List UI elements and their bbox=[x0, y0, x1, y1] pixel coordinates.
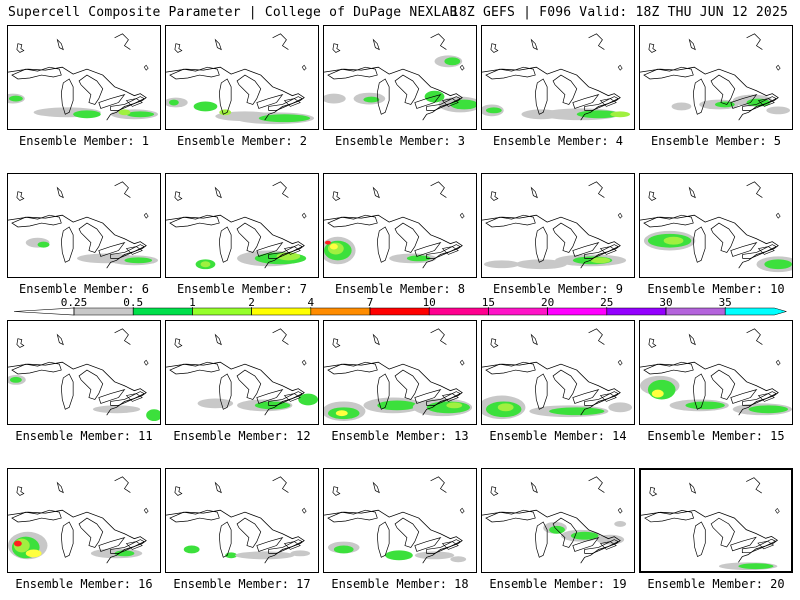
colorbar-segment-6 bbox=[369, 307, 430, 316]
ensemble-member-map-3[interactable] bbox=[323, 25, 477, 130]
colorbar-tick-label: 25 bbox=[600, 298, 613, 309]
ensemble-member-map-20[interactable] bbox=[639, 468, 793, 573]
ensemble-member-map-6[interactable] bbox=[7, 173, 161, 278]
colorbar: 0.25 0.5 1 2 4 7 10 15 20 25 30 35 bbox=[13, 298, 788, 316]
ensemble-member-map-10[interactable] bbox=[639, 173, 793, 278]
colorbar-segment-8 bbox=[488, 307, 548, 316]
ensemble-member-label: Ensemble Member: 14 bbox=[489, 429, 627, 443]
ensemble-member-label: Ensemble Member: 1 bbox=[18, 134, 150, 148]
ensemble-member-label: Ensemble Member: 18 bbox=[331, 577, 469, 591]
product-title: Supercell Composite Parameter | College … bbox=[8, 5, 458, 20]
ensemble-member-label: Ensemble Member: 20 bbox=[647, 577, 785, 591]
ensemble-member-label: Ensemble Member: 15 bbox=[647, 429, 785, 443]
ensemble-member-map-18[interactable] bbox=[323, 468, 477, 573]
ensemble-member-label: Ensemble Member: 6 bbox=[18, 282, 150, 296]
ensemble-member-map-2[interactable] bbox=[165, 25, 319, 130]
colorbar-segment-9 bbox=[547, 307, 608, 316]
colorbar-tick-label: 35 bbox=[719, 298, 732, 309]
colorbar-segment-4 bbox=[251, 307, 312, 316]
ensemble-member-label: Ensemble Member: 2 bbox=[176, 134, 308, 148]
colorbar-segment-3 bbox=[192, 307, 252, 316]
ensemble-member-map-5[interactable] bbox=[639, 25, 793, 130]
ensemble-member-label: Ensemble Member: 3 bbox=[334, 134, 466, 148]
ensemble-member-label: Ensemble Member: 7 bbox=[176, 282, 308, 296]
colorbar-tick-label: 30 bbox=[659, 298, 672, 309]
ensemble-member-map-14[interactable] bbox=[481, 320, 635, 425]
colorbar-tick-label: 0.5 bbox=[123, 298, 143, 309]
ensemble-member-map-9[interactable] bbox=[481, 173, 635, 278]
ensemble-member-map-15[interactable] bbox=[639, 320, 793, 425]
ensemble-member-label: Ensemble Member: 9 bbox=[492, 282, 624, 296]
ensemble-member-map-16[interactable] bbox=[7, 468, 161, 573]
ensemble-member-map-7[interactable] bbox=[165, 173, 319, 278]
ensemble-member-label: Ensemble Member: 17 bbox=[173, 577, 311, 591]
ensemble-member-label: Ensemble Member: 19 bbox=[489, 577, 627, 591]
colorbar-tick-label: 4 bbox=[307, 298, 314, 309]
ensemble-member-label: Ensemble Member: 11 bbox=[15, 429, 153, 443]
colorbar-tick-label: 10 bbox=[423, 298, 436, 309]
colorbar-tick-label: 2 bbox=[248, 298, 255, 309]
ensemble-member-map-17[interactable] bbox=[165, 468, 319, 573]
ensemble-member-map-12[interactable] bbox=[165, 320, 319, 425]
colorbar-segment-2 bbox=[132, 307, 193, 316]
ensemble-member-label: Ensemble Member: 4 bbox=[492, 134, 624, 148]
colorbar-tick-label: 1 bbox=[189, 298, 196, 309]
ensemble-member-map-13[interactable] bbox=[323, 320, 477, 425]
colorbar-segment-1 bbox=[73, 307, 134, 316]
colorbar-segment-7 bbox=[428, 307, 489, 316]
colorbar-tick-label: 0.25 bbox=[61, 298, 88, 309]
ensemble-member-map-11[interactable] bbox=[7, 320, 161, 425]
colorbar-segment-11 bbox=[665, 307, 726, 316]
colorbar-tick-label: 15 bbox=[482, 298, 495, 309]
ensemble-member-map-1[interactable] bbox=[7, 25, 161, 130]
colorbar-segment-10 bbox=[606, 307, 667, 316]
ensemble-member-label: Ensemble Member: 12 bbox=[173, 429, 311, 443]
colorbar-segment-5 bbox=[310, 307, 371, 316]
ensemble-member-label: Ensemble Member: 5 bbox=[650, 134, 782, 148]
colorbar-underflow-arrow bbox=[13, 307, 75, 316]
colorbar-segment-12 bbox=[724, 307, 788, 316]
ensemble-member-label: Ensemble Member: 13 bbox=[331, 429, 469, 443]
colorbar-tick-label: 20 bbox=[541, 298, 554, 309]
colorbar-tick-label: 7 bbox=[367, 298, 374, 309]
run-valid-time: 18Z GEFS | F096 Valid: 18Z THU JUN 12 20… bbox=[450, 5, 788, 20]
ensemble-member-label: Ensemble Member: 8 bbox=[334, 282, 466, 296]
ensemble-member-map-8[interactable] bbox=[323, 173, 477, 278]
ensemble-member-label: Ensemble Member: 16 bbox=[15, 577, 153, 591]
ensemble-member-label: Ensemble Member: 10 bbox=[647, 282, 785, 296]
ensemble-member-map-4[interactable] bbox=[481, 25, 635, 130]
ensemble-member-map-19[interactable] bbox=[481, 468, 635, 573]
